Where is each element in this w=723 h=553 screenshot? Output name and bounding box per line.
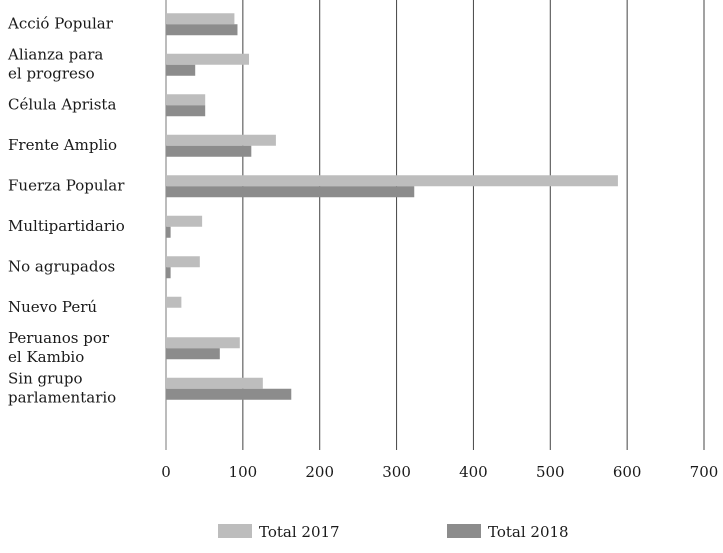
- legend-swatch-0: [218, 524, 252, 538]
- tick-label-300: 300: [382, 463, 411, 481]
- bar-1-4: [166, 186, 415, 198]
- bar-0-5: [166, 215, 203, 227]
- bar-1-2: [166, 105, 206, 117]
- category-label-line: Célula Aprista: [8, 95, 116, 113]
- category-label-line: parlamentario: [8, 388, 116, 406]
- category-label-line: Sin grupo: [8, 369, 83, 387]
- category-label-line: Nuevo Perú: [8, 298, 97, 316]
- bar-1-5: [166, 226, 171, 238]
- bar-1-9: [166, 388, 292, 400]
- bar-1-3: [166, 145, 252, 157]
- bar-0-3: [166, 134, 276, 146]
- category-label-line: el progreso: [8, 64, 95, 82]
- tick-label-0: 0: [161, 463, 171, 481]
- bar-0-2: [166, 94, 206, 106]
- bar-1-8: [166, 348, 220, 360]
- category-label-line: Fuerza Popular: [8, 176, 125, 194]
- legend-label-1: Total 2018: [488, 523, 569, 541]
- tick-label-100: 100: [229, 463, 258, 481]
- tick-label-400: 400: [459, 463, 488, 481]
- legend-label-0: Total 2017: [259, 523, 340, 541]
- bar-0-9: [166, 377, 263, 389]
- category-label-5: Multipartidario: [8, 217, 125, 235]
- category-label-line: Alianza para: [7, 45, 103, 63]
- category-label-3: Frente Amplio: [8, 136, 117, 154]
- category-label-line: No agrupados: [8, 257, 115, 275]
- legend-swatch-1: [447, 524, 481, 538]
- category-label-8: Peruanos por el Kambio: [8, 329, 110, 366]
- bar-0-4: [166, 175, 618, 187]
- category-label-line: el Kambio: [8, 348, 84, 366]
- category-label-9: Sin grupo parlamentario: [8, 369, 116, 406]
- category-label-7: Nuevo Perú: [8, 298, 97, 316]
- bar-0-1: [166, 53, 250, 65]
- category-label-line: Multipartidario: [8, 217, 125, 235]
- bar-0-6: [166, 256, 200, 268]
- tick-label-500: 500: [536, 463, 565, 481]
- bar-0-7: [166, 296, 182, 308]
- tick-label-200: 200: [305, 463, 334, 481]
- bar-0-8: [166, 337, 240, 349]
- category-label-1: Alianza para el progreso: [7, 45, 103, 82]
- bar-0-0: [166, 13, 235, 25]
- category-label-line: Frente Amplio: [8, 136, 117, 154]
- bar-1-6: [166, 267, 171, 279]
- category-label-0: Acció Popular: [7, 14, 114, 32]
- tick-label-700: 700: [690, 463, 719, 481]
- category-label-4: Fuerza Popular: [8, 176, 125, 194]
- tick-label-600: 600: [613, 463, 642, 481]
- category-label-line: Peruanos por: [8, 329, 110, 347]
- category-label-6: No agrupados: [8, 257, 115, 275]
- bar-1-0: [166, 24, 238, 36]
- category-label-line: Acció Popular: [7, 14, 114, 32]
- category-label-2: Célula Aprista: [8, 95, 116, 113]
- bar-1-1: [166, 64, 196, 76]
